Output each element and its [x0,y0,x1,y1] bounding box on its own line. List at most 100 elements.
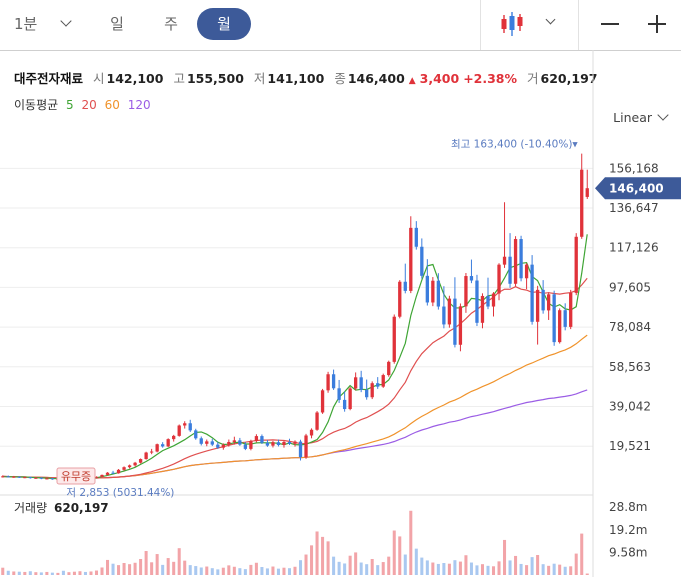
tab-day[interactable]: 일 [110,15,124,33]
volume-title: 거래량 [14,501,47,515]
volume-bar [458,561,462,575]
candle-body [354,377,358,389]
candle-body [519,239,523,279]
candle-body [436,280,441,307]
volume-bar [403,554,407,575]
min-price-annotation: 저 2,853 (5031.44%) [66,487,174,499]
y-tick-label: 156,168 [609,161,659,175]
candlestick-icon [501,12,523,36]
volume-bar [161,564,165,575]
volume-bar [183,560,187,575]
volume-bar [420,557,424,575]
candle-body [28,477,32,479]
volume-bar [447,563,451,575]
chart-type-button[interactable] [496,9,530,39]
candle-body [17,476,21,478]
volume-bar [431,562,435,575]
candle-body [580,169,584,237]
volume-bar [453,560,457,575]
candle-body [392,316,396,362]
candle-body [370,383,374,398]
candle-body [177,425,181,436]
volume-bar [271,566,275,575]
volume-bar [78,571,82,575]
tab-month[interactable]: 월 [197,8,251,40]
volume-bar [519,563,523,575]
low-label: 저 [253,71,266,86]
candle-body [122,467,126,470]
candle-body [469,276,474,281]
y-tick-label: 19,521 [609,439,651,453]
moving-average-legend[interactable]: 이동평균 5 20 60 120 [14,96,155,113]
volume-bar [425,560,429,575]
volume-tick-label: 19.2m [609,523,647,537]
volume-bar [508,560,512,575]
candle-body [398,281,402,317]
volume-bar [310,545,314,575]
volume-bar [287,568,292,575]
volume-bar [39,572,43,575]
volume-bar [139,559,143,575]
ma-period-20: 20 [81,98,97,112]
volume-bar [409,510,413,575]
volume-bar [585,573,589,575]
volume-bar [376,565,380,575]
tab-week[interactable]: 주 [164,15,178,33]
close-value: 146,400 [347,71,405,86]
candle-body [298,441,303,458]
event-badge-label: 유무증 [61,470,91,483]
scale-selector[interactable]: Linear [613,109,669,125]
volume-bar [155,554,159,575]
current-price-badge [595,177,681,200]
volume-bar [547,565,551,575]
low-value: 141,100 [267,71,325,86]
toolbar-divider [480,0,481,50]
candle-body [227,441,231,445]
candle-body [133,462,137,466]
volume-bar [343,563,347,575]
volume-bar [475,565,479,575]
stock-name: 대주전자재료 [14,71,84,86]
volume-bar [536,555,540,575]
candle-body [486,295,490,307]
candle-body [409,227,413,291]
candle-body [381,375,385,387]
candle-body [502,256,507,265]
candle-body [287,441,292,444]
ma-120-line [2,389,588,479]
volume-bar [89,571,93,575]
minus-icon [601,23,619,25]
interval-selector[interactable]: 1분 [14,8,84,40]
y-tick-label: 58,563 [609,360,651,374]
candle-body [254,436,259,441]
volume-bar [166,558,170,575]
candle-body [116,469,121,474]
volume-bar [100,567,104,575]
interval-label: 1분 [14,15,38,33]
candle-body [497,264,501,294]
volume-bar [232,566,236,575]
volume-bar [12,571,16,575]
price-info-bar: 대주전자재료 시 142,100 고 155,500 저 141,100 종 146,4… [14,68,597,87]
y-tick-label: 39,042 [609,400,651,414]
volume-bar [50,572,54,575]
candle-body [403,281,407,291]
volume-bar [61,570,65,575]
zoom-out-button[interactable] [597,12,623,36]
volume-bar [348,555,352,575]
candle-body [480,295,485,323]
candle-body [365,389,369,398]
open-value: 142,100 [106,71,164,86]
volume-bar [282,567,286,575]
candle-body [127,465,132,468]
candle-body [315,412,319,430]
volume-label: 거 [527,71,539,86]
candle-body [558,310,562,343]
ma-period-5: 5 [66,98,74,112]
zoom-in-button[interactable] [644,12,670,36]
volume-bar [172,561,176,575]
volume-bar [106,559,110,575]
volume-bar [525,565,529,575]
volume-bar [574,553,578,575]
